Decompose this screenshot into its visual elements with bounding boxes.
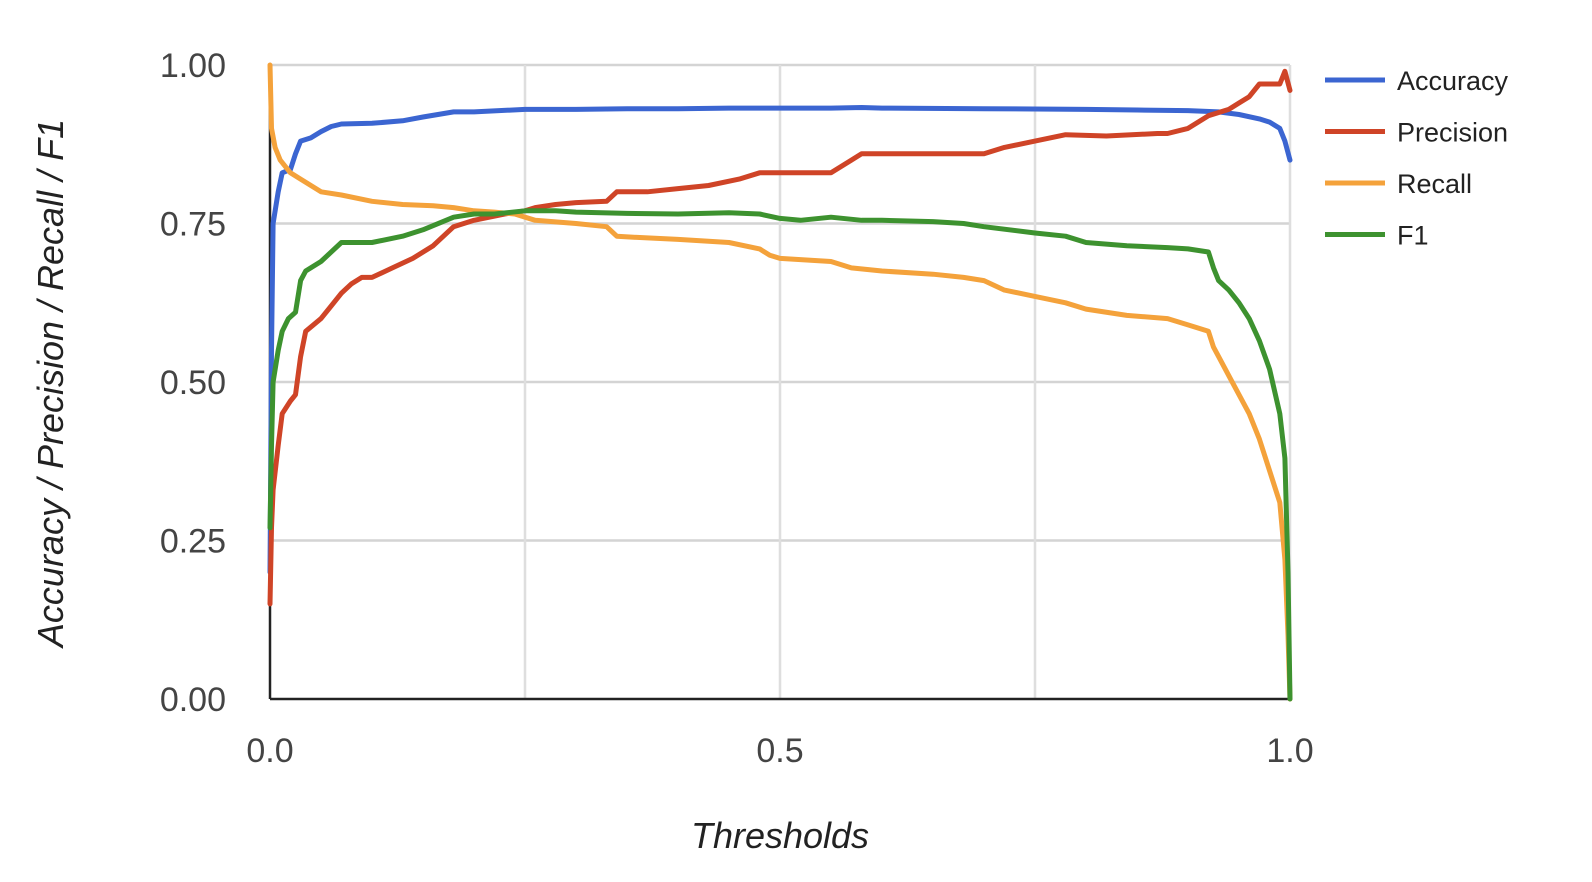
series-line-recall	[267, 62, 1293, 702]
y-axis-tick-labels: 0.00 0.25 0.50 0.75 1.00	[160, 47, 226, 719]
legend: Accuracy Precision Recall F1	[1325, 66, 1509, 251]
series-line-f1	[267, 208, 1293, 702]
y-tick-label: 0.75	[160, 206, 226, 244]
series-line-precision	[267, 68, 1293, 607]
series-lines	[267, 62, 1293, 702]
y-tick-label: 0.25	[160, 523, 226, 561]
x-tick-label: 0.0	[246, 732, 293, 770]
y-axis-title: Accuracy / Precision / Recall / F1	[30, 119, 71, 649]
legend-label-recall: Recall	[1397, 169, 1472, 199]
legend-label-f1: F1	[1397, 221, 1429, 251]
x-axis-tick-labels: 0.0 0.5 1.0	[246, 732, 1313, 770]
y-tick-label: 0.50	[160, 364, 226, 402]
x-axis-title: Thresholds	[691, 815, 869, 856]
x-tick-label: 1.0	[1266, 732, 1313, 770]
y-tick-label: 1.00	[160, 47, 226, 85]
legend-label-precision: Precision	[1397, 118, 1508, 148]
x-tick-label: 0.5	[756, 732, 803, 770]
y-tick-label: 0.00	[160, 681, 226, 719]
grid	[270, 63, 1292, 699]
legend-label-accuracy: Accuracy	[1397, 66, 1509, 96]
